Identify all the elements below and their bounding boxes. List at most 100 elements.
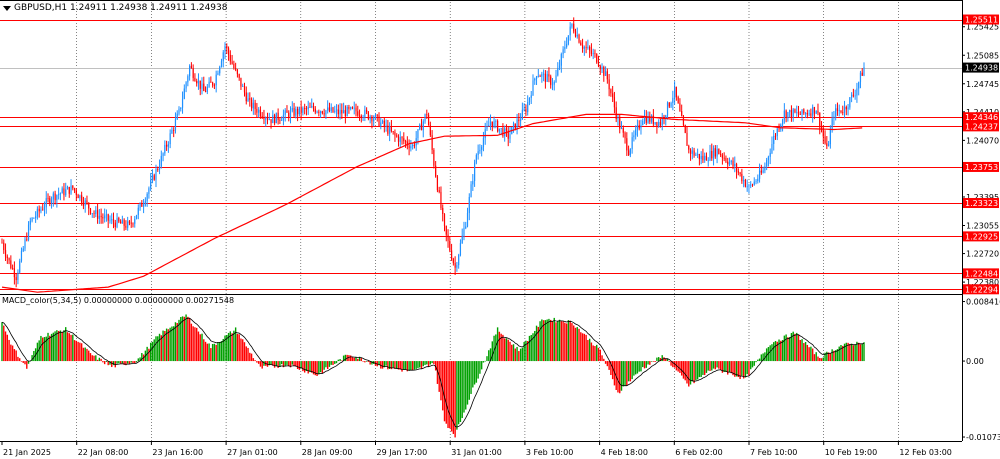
- macd-bar: [334, 361, 336, 364]
- macd-bar: [95, 355, 97, 362]
- candle-body: [544, 73, 546, 82]
- macd-bar: [735, 361, 738, 377]
- macd-bar: [365, 361, 368, 362]
- price-level-tag[interactable]: [963, 112, 999, 123]
- candle-body: [530, 95, 532, 98]
- candle-body: [670, 103, 672, 107]
- candle-body: [631, 137, 633, 150]
- candle-body: [666, 102, 669, 116]
- price-level-tag[interactable]: [963, 198, 999, 209]
- macd-bar: [808, 347, 810, 362]
- macd-bar: [847, 342, 849, 362]
- candle-body: [219, 66, 221, 74]
- macd-bar: [291, 361, 293, 365]
- price-level-tag[interactable]: [963, 284, 999, 295]
- macd-bar: [434, 361, 437, 371]
- macd-bar: [245, 346, 247, 362]
- candle-body: [153, 175, 155, 180]
- price-level-tag[interactable]: [963, 161, 999, 172]
- macd-bar: [192, 326, 194, 362]
- candle-body: [661, 117, 663, 126]
- macd-bar: [38, 340, 40, 362]
- macd-bar: [314, 361, 316, 376]
- macd-bar: [585, 334, 587, 362]
- candle-body: [461, 235, 463, 244]
- chevron-down-icon[interactable]: [3, 5, 11, 11]
- candle-body: [858, 82, 860, 89]
- candle-body: [489, 121, 492, 126]
- candle-body: [249, 98, 251, 100]
- candle-body: [560, 54, 562, 66]
- candle-body: [509, 134, 511, 139]
- current-price-tag[interactable]: [963, 62, 999, 73]
- candle-body: [751, 184, 754, 186]
- macd-bar: [590, 342, 593, 362]
- macd-bar: [565, 323, 568, 362]
- candle-body: [266, 118, 269, 120]
- macd-bar: [491, 341, 493, 362]
- candle-body: [693, 150, 695, 156]
- candle-body: [217, 73, 219, 75]
- candle-body: [445, 225, 447, 235]
- macd-bar: [516, 346, 518, 362]
- horizontal-price-levels[interactable]: [0, 20, 962, 290]
- candle-body: [422, 121, 424, 131]
- candle-body: [380, 122, 382, 127]
- macd-bar: [856, 341, 858, 362]
- macd-bar: [578, 328, 580, 362]
- candle-body: [137, 207, 139, 216]
- price-level-tag[interactable]: [963, 121, 999, 132]
- candle-body: [665, 115, 667, 119]
- candle-body: [743, 180, 745, 182]
- candle-body: [59, 193, 62, 195]
- candle-body: [164, 144, 166, 154]
- candle-body: [481, 146, 483, 150]
- time-axis[interactable]: 21 Jan 2025 22 Jan 08:00 23 Jan 16:00 27 Ja…: [1, 441, 952, 457]
- macd-bar: [557, 321, 559, 362]
- candle-body: [835, 108, 837, 117]
- macd-bar: [309, 361, 311, 373]
- macd-bar: [404, 361, 407, 370]
- candle-body: [684, 125, 686, 133]
- macd-bar: [525, 340, 527, 362]
- macd-axis: 0.0084161 0.00 -0.0107383: [962, 298, 1000, 442]
- candle-body: [813, 107, 816, 114]
- macd-bar: [679, 361, 681, 373]
- price-axis[interactable]: 1.254251.250851.247451.244101.240701.237…: [962, 14, 999, 295]
- candle-body: [702, 155, 704, 161]
- candle-body: [19, 260, 21, 273]
- candle-body: [654, 122, 656, 124]
- candle-body: [45, 198, 47, 208]
- symbol-header[interactable]: GBPUSD,H1 1.24911 1.24938 1.24911 1.2493…: [2, 2, 227, 14]
- candle-body: [656, 122, 658, 127]
- candle-body: [383, 120, 385, 127]
- candle-body: [316, 111, 318, 113]
- macd-bar: [514, 348, 517, 362]
- macd-bar: [631, 361, 633, 380]
- macd-bar: [617, 361, 619, 393]
- macd-bar: [103, 361, 106, 365]
- candle-body: [146, 193, 148, 202]
- macd-bar: [489, 348, 492, 362]
- candle-body: [824, 136, 826, 144]
- macd-bar: [380, 361, 382, 369]
- macd-bar: [610, 361, 612, 376]
- macd-bar: [319, 361, 322, 373]
- candle-body: [465, 226, 467, 229]
- macd-bar: [43, 337, 46, 362]
- macd-bar: [530, 334, 532, 362]
- macd-bar: [705, 361, 708, 373]
- price-level-tag[interactable]: [963, 14, 999, 25]
- price-level-tag[interactable]: [963, 231, 999, 242]
- grid-lines: [76, 2, 899, 441]
- price-level-tag[interactable]: [963, 268, 999, 279]
- candle-body: [797, 111, 800, 115]
- macd-bar: [31, 355, 33, 362]
- candle-body: [73, 188, 76, 191]
- candle-body: [408, 145, 410, 149]
- macd-bar: [845, 342, 847, 362]
- macd-bar: [302, 361, 304, 372]
- candle-body: [192, 68, 194, 78]
- candle-body: [810, 113, 812, 116]
